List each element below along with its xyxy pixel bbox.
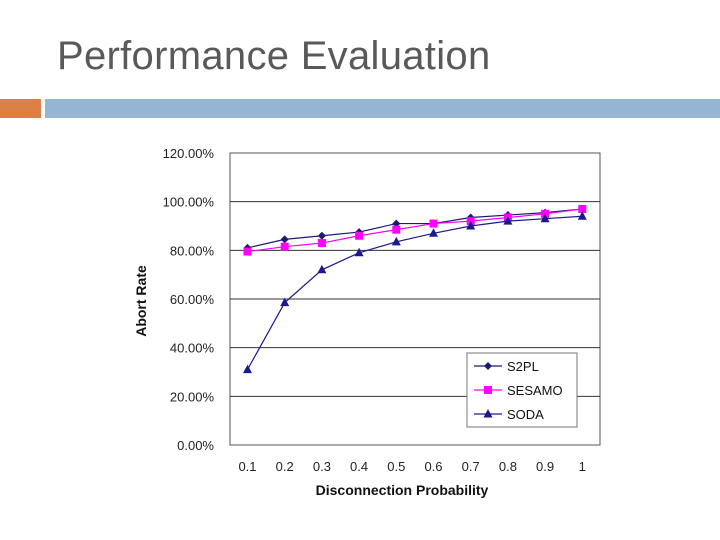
y-tick-label: 60.00%: [170, 292, 215, 307]
x-tick-label: 0.8: [499, 459, 517, 474]
series-line-sesamo: [247, 208, 583, 253]
data-point-sesamo: [578, 204, 587, 213]
data-point-soda: [577, 211, 587, 220]
data-point-sesamo: [355, 231, 364, 240]
legend-marker-s2pl: [484, 362, 492, 370]
data-point-sesamo: [243, 247, 252, 256]
y-axis-ticks: 0.00% 20.00% 40.00% 60.00% 80.00% 100.00% 120.…: [163, 146, 215, 453]
y-tick-label: 0.00%: [177, 438, 214, 453]
x-tick-label: 1: [579, 459, 586, 474]
accent-bar-orange: [0, 99, 41, 118]
chart-series: [243, 204, 587, 374]
data-point-soda: [540, 213, 550, 223]
data-point-soda: [466, 221, 476, 230]
chart-legend: S2PL SESAMO SODA: [466, 352, 578, 428]
data-point-soda: [243, 364, 252, 374]
data-point-sesamo: [392, 225, 401, 234]
legend-marker-soda: [483, 409, 493, 418]
legend-label-sesamo: SESAMO: [507, 383, 563, 398]
data-point-sesamo: [280, 242, 289, 251]
data-point-s2pl: [280, 235, 289, 244]
data-point-soda: [391, 236, 401, 246]
data-point-soda: [280, 297, 290, 307]
data-point-soda: [354, 247, 364, 257]
data-point-s2pl: [392, 219, 401, 228]
y-tick-label: 40.00%: [170, 341, 215, 356]
data-point-s2pl: [317, 231, 326, 240]
accent-bar-blue: [45, 99, 720, 118]
x-axis-title: Disconnection Probability: [316, 482, 489, 498]
slide-title: Performance Evaluation: [57, 34, 491, 78]
y-axis-title: Abort Rate: [133, 265, 149, 337]
data-point-soda: [317, 264, 327, 274]
chart-gridlines: [230, 201, 600, 397]
x-axis-ticks: 0.1 0.2 0.3 0.4 0.5 0.6 0.7 0.8 0.9 1: [238, 459, 585, 474]
x-tick-label: 0.9: [536, 459, 554, 474]
data-point-sesamo: [429, 219, 438, 228]
y-tick-label: 80.00%: [170, 243, 215, 258]
y-tick-label: 20.00%: [170, 389, 215, 404]
x-tick-label: 0.5: [387, 459, 405, 474]
x-tick-label: 0.4: [350, 459, 368, 474]
series-line-s2pl: [247, 208, 583, 249]
data-point-soda: [503, 216, 513, 225]
y-tick-label: 120.00%: [163, 146, 215, 161]
data-point-soda: [429, 228, 438, 237]
legend-label-soda: SODA: [507, 407, 544, 422]
x-tick-label: 0.2: [276, 459, 294, 474]
data-point-sesamo: [317, 239, 326, 248]
legend-marker-sesamo: [484, 386, 492, 394]
legend-label-s2pl: S2PL: [507, 359, 539, 374]
x-tick-label: 0.1: [238, 459, 256, 474]
x-tick-label: 0.7: [462, 459, 480, 474]
x-tick-label: 0.6: [424, 459, 442, 474]
series-line-soda: [246, 215, 583, 370]
x-tick-label: 0.3: [313, 459, 331, 474]
y-tick-label: 100.00%: [163, 195, 215, 210]
